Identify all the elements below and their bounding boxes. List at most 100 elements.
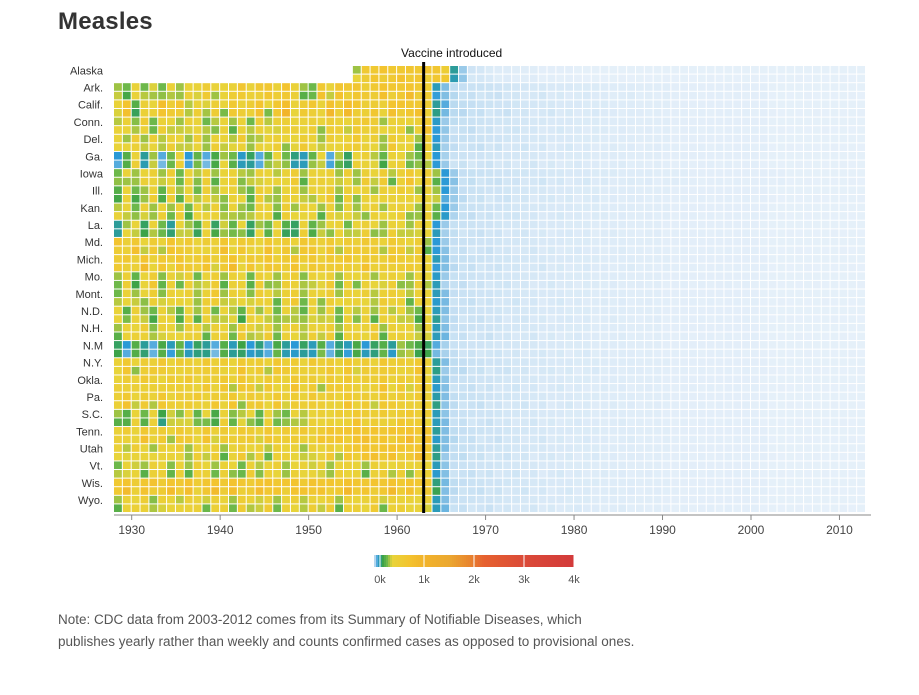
heatmap-cell (158, 401, 167, 409)
heatmap-cell (653, 341, 662, 349)
heatmap-cell (706, 315, 715, 323)
heatmap-cell (485, 358, 494, 366)
heatmap-cell (167, 392, 175, 401)
heatmap-cell (122, 108, 131, 117)
heatmap-cell (609, 212, 618, 220)
y-label: Ga. (85, 151, 103, 163)
heatmap-cell (609, 315, 618, 323)
heatmap-cell (689, 418, 697, 427)
heatmap-cell (184, 435, 193, 444)
heatmap-cell (697, 194, 706, 203)
heatmap-cell (122, 66, 131, 74)
heatmap-cell (494, 470, 503, 478)
heatmap-cell (609, 392, 618, 401)
heatmap-cell (520, 298, 529, 306)
heatmap-cell (600, 255, 609, 263)
heatmap-cell (485, 280, 494, 289)
heatmap-cell (618, 272, 627, 280)
heatmap-cell (344, 332, 352, 341)
heatmap-cell (680, 478, 689, 487)
heatmap-cell (167, 280, 175, 289)
heatmap-cell (352, 169, 361, 177)
heatmap-cell (237, 401, 246, 409)
heatmap-cell (821, 66, 830, 74)
heatmap-cell (733, 401, 742, 409)
heatmap-cell (149, 495, 158, 504)
heatmap-cell (202, 272, 211, 280)
heatmap-cell (627, 461, 635, 470)
heatmap-cell (414, 117, 423, 126)
heatmap-cell (733, 444, 742, 452)
heatmap-cell (255, 177, 264, 186)
heatmap-cell (335, 461, 344, 470)
heatmap-cell (662, 392, 671, 401)
heatmap-cell (547, 444, 556, 452)
heatmap-cell (388, 212, 397, 220)
heatmap-cell (255, 435, 264, 444)
heatmap-cell (848, 306, 857, 315)
heatmap-cell (697, 495, 706, 504)
heatmap-cell (388, 74, 397, 83)
heatmap-cell (786, 298, 795, 306)
heatmap-cell (131, 418, 140, 427)
heatmap-cell (697, 427, 706, 435)
heatmap-cell (317, 332, 326, 341)
heatmap-cell (777, 315, 786, 323)
heatmap-cell (777, 117, 786, 126)
heatmap-cell (193, 100, 202, 108)
heatmap-cell (344, 289, 352, 298)
heatmap-cell (344, 117, 352, 126)
heatmap-cell (423, 366, 432, 375)
heatmap-cell (768, 100, 777, 108)
heatmap-cell (556, 306, 565, 315)
heatmap-cell (467, 375, 476, 384)
heatmap-cell (237, 306, 246, 315)
heatmap-cell (812, 143, 821, 151)
heatmap-cell (680, 332, 689, 341)
heatmap-cell (653, 108, 662, 117)
heatmap-cell (821, 315, 830, 323)
heatmap-cell (600, 306, 609, 315)
heatmap-cell (326, 212, 335, 220)
heatmap-cell (459, 323, 467, 332)
y-label: Wyo. (78, 495, 103, 507)
heatmap-cell (812, 452, 821, 461)
heatmap-cell (662, 504, 671, 512)
heatmap-cell (494, 272, 503, 280)
heatmap-cell (494, 263, 503, 272)
heatmap-cell (503, 495, 512, 504)
heatmap-cell (591, 160, 600, 169)
heatmap-cell (733, 289, 742, 298)
heatmap-cell (804, 375, 812, 384)
heatmap-cell (114, 392, 122, 401)
heatmap-cell (529, 237, 538, 246)
heatmap-cell (529, 134, 538, 143)
heatmap-cell (618, 212, 627, 220)
heatmap-cell (591, 323, 600, 332)
heatmap-cell (405, 194, 414, 203)
heatmap-cell (582, 134, 591, 143)
heatmap-cell (175, 452, 184, 461)
heatmap-cell (352, 263, 361, 272)
heatmap-cell (388, 66, 397, 74)
heatmap-cell (671, 384, 680, 392)
heatmap-cell (264, 332, 273, 341)
heatmap-cell (459, 108, 467, 117)
heatmap-cell (193, 74, 202, 83)
heatmap-cell (582, 83, 591, 91)
heatmap-cell (556, 263, 565, 272)
heatmap-cell (459, 194, 467, 203)
heatmap-cell (627, 117, 635, 126)
heatmap-cell (839, 126, 848, 134)
heatmap-cell (759, 504, 768, 512)
heatmap-cell (839, 237, 848, 246)
heatmap-cell (821, 487, 830, 495)
heatmap-cell (733, 332, 742, 341)
heatmap-cell (618, 289, 627, 298)
heatmap-cell (848, 504, 857, 512)
heatmap-cell (759, 160, 768, 169)
heatmap-cell (202, 108, 211, 117)
heatmap-cell (379, 83, 388, 91)
heatmap-cell (627, 366, 635, 375)
heatmap-cell (627, 108, 635, 117)
